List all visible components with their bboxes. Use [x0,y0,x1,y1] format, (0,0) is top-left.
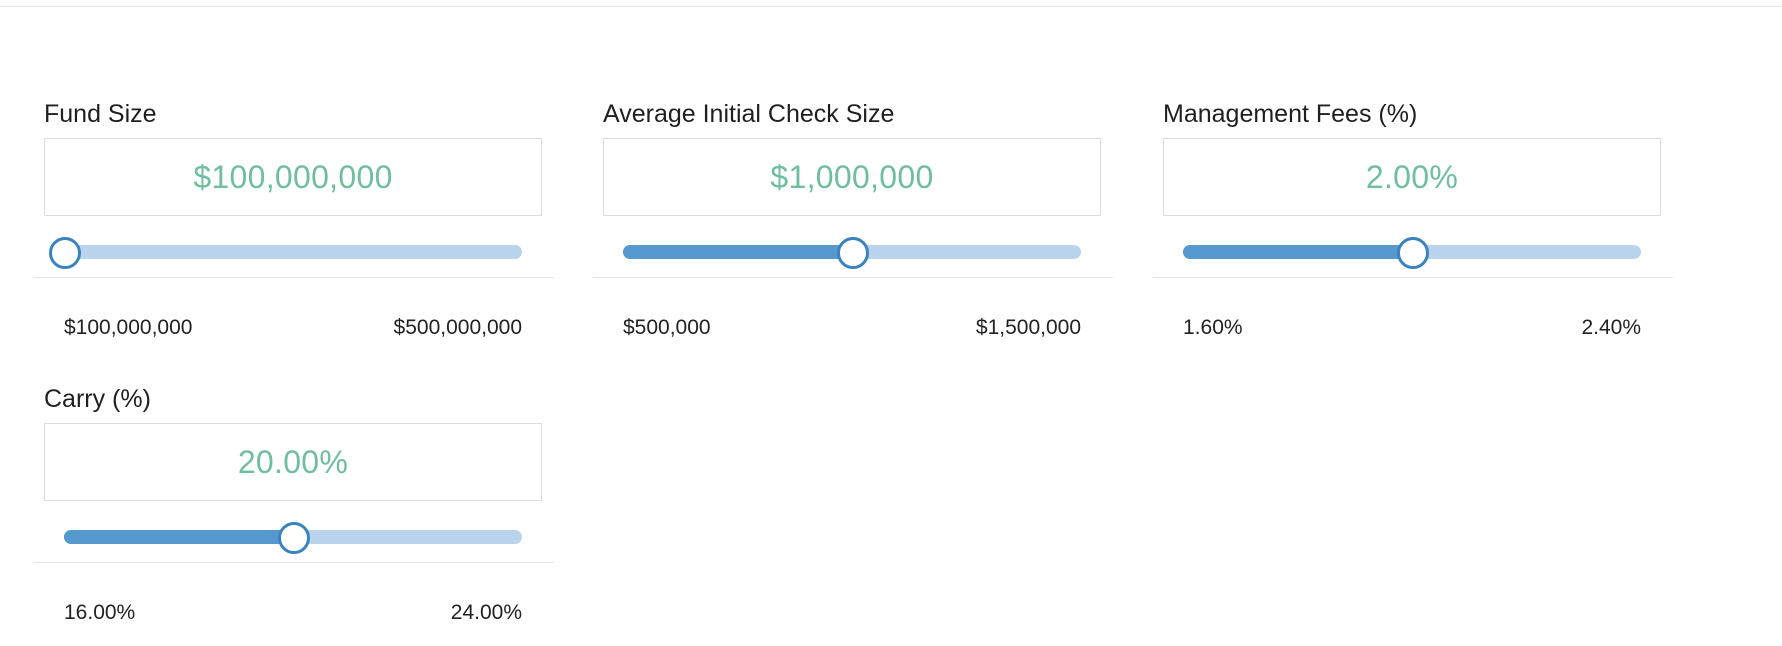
carry-card: Carry (%) 20.00% 16.00% 24.00% [34,305,554,624]
check-size-max-label: $1,500,000 [975,316,1081,339]
fund-size-min-label: $100,000,000 [64,316,193,339]
slider-track[interactable] [64,245,522,259]
fund-size-card: Fund Size $100,000,000 $100,000,000 $500… [34,20,554,339]
check-size-card: Average Initial Check Size $1,000,000 $5… [593,20,1113,339]
carry-max-label: 24.00% [450,601,522,624]
check-size-value[interactable]: $1,000,000 [603,138,1101,216]
management-fees-slider[interactable] [1183,237,1641,269]
carry-value[interactable]: 20.00% [44,423,542,501]
top-divider [0,6,1782,7]
fund-size-max-label: $500,000,000 [393,316,522,339]
check-size-min-label: $500,000 [623,316,711,339]
management-fees-label: Management Fees (%) [1163,100,1418,128]
carry-slider[interactable] [64,522,522,554]
slider-thumb[interactable] [49,237,81,269]
carry-label: Carry (%) [44,385,151,413]
management-fees-value[interactable]: 2.00% [1163,138,1661,216]
management-fees-card: Management Fees (%) 2.00% 1.60% 2.40% [1153,20,1673,339]
management-fees-min-label: 1.60% [1183,316,1243,339]
fund-size-value[interactable]: $100,000,000 [44,138,542,216]
slider-fill [1183,245,1412,259]
check-size-label: Average Initial Check Size [603,100,895,128]
slider-thumb[interactable] [837,237,869,269]
check-size-slider[interactable] [623,237,1081,269]
slider-thumb[interactable] [1397,237,1429,269]
management-fees-max-label: 2.40% [1581,316,1641,339]
fund-size-slider[interactable] [49,237,522,269]
slider-thumb[interactable] [278,522,310,554]
carry-min-label: 16.00% [64,601,136,624]
slider-fill [623,245,852,259]
slider-fill [64,530,293,544]
fund-size-label: Fund Size [44,100,157,128]
